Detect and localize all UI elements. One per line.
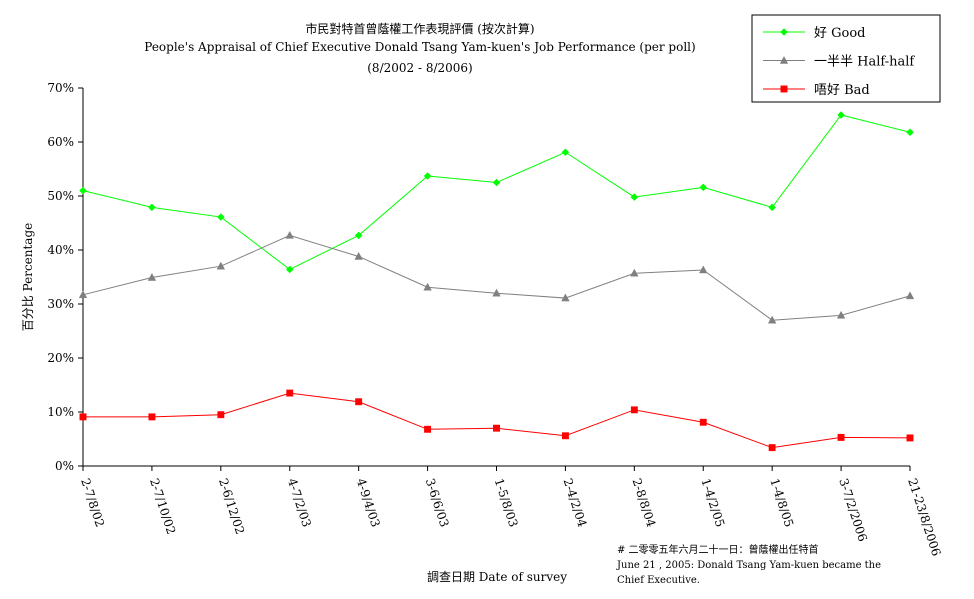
y-axis-label: 百分比 Percentage (21, 223, 35, 332)
data-point-series-2 (837, 433, 845, 441)
legend-swatch-marker (780, 28, 788, 36)
data-point-series-2 (217, 411, 225, 419)
x-tick-label: 1-5/8/03 (492, 477, 521, 529)
x-tick-label: 3-7/2/2006 (836, 477, 870, 544)
footnote-line-3: Chief Executive. (617, 575, 700, 586)
chart-title-line-2: People's Appraisal of Chief Executive Do… (144, 40, 695, 54)
data-point-series-0 (148, 203, 156, 212)
y-tick-label: 20% (47, 351, 74, 365)
chart-title: 市民對特首曾蔭權工作表現評價 (按次計算) People's Appraisal… (144, 21, 695, 75)
data-point-series-0 (906, 128, 914, 137)
data-point-series-0 (492, 178, 501, 187)
data-point-series-2 (561, 432, 569, 440)
data-point-series-2 (630, 406, 638, 414)
data-point-series-0 (768, 203, 777, 212)
data-point-series-2 (148, 413, 156, 421)
data-point-series-1 (423, 282, 432, 291)
chart-title-line-1: 市民對特首曾蔭權工作表現評價 (按次計算) (305, 21, 534, 36)
data-point-series-0 (630, 193, 639, 201)
x-tick-label: 2-4/2/04 (561, 477, 590, 530)
x-tick-label: 2-6/12/02 (216, 477, 247, 536)
series-line-2 (83, 392, 911, 449)
legend-label: 一半半 Half-half (814, 55, 915, 70)
y-tick-label: 40% (47, 243, 74, 257)
x-tick-label: 1-4/2/05 (698, 477, 727, 529)
legend: 好 Good 一半半 Half-half 唔好 Bad (751, 14, 941, 103)
data-point-series-2 (286, 389, 294, 397)
chart-title-line-3: (8/2002 - 8/2006) (367, 61, 472, 75)
x-tick-label: 3-6/6/03 (423, 477, 452, 529)
plot-area: 0% 10% 20% 30% 40% 50% 60% 70% 2-7/8/02 2-7/10/02… (47, 81, 943, 558)
data-point-series-0 (216, 213, 225, 221)
data-point-series-2 (493, 424, 500, 432)
y-tick-label: 60% (47, 135, 74, 149)
x-tick-label: 1-4/8/05 (767, 477, 796, 529)
series-line-0 (82, 114, 911, 271)
data-point-series-2 (79, 413, 87, 421)
legend-label: 唔好 Bad (814, 83, 870, 98)
data-point-series-1 (285, 230, 294, 239)
legend-swatch-marker (780, 85, 788, 93)
data-point-series-0 (285, 265, 294, 274)
data-point-series-1 (630, 268, 639, 277)
data-point-series-2 (699, 418, 707, 426)
data-point-series-0 (699, 183, 708, 192)
y-tick-label: 70% (47, 81, 74, 95)
y-tick-label: 10% (47, 405, 74, 419)
x-tick-label: 4-7/2/03 (285, 477, 314, 529)
footnote-line-2: June 21 , 2005: Donald Tsang Yam-kuen be… (616, 560, 881, 571)
x-axis-label: 調查日期 Date of survey (427, 570, 567, 584)
data-point-series-2 (768, 444, 776, 452)
y-tick-label: 30% (47, 297, 74, 311)
data-point-series-0 (561, 148, 570, 157)
data-point-series-1 (767, 315, 777, 324)
footnote: # 二零零五年六月二十一日：曾蔭權出任特首 June 21 , 2005: Do… (616, 543, 881, 586)
x-tick-label: 4-9/4/03 (354, 477, 383, 529)
data-point-series-2 (906, 434, 914, 442)
data-point-series-1 (492, 288, 501, 297)
x-tick-label: 2-7/8/02 (78, 477, 107, 529)
data-point-series-1 (216, 261, 226, 270)
legend-label: 好 Good (814, 26, 866, 41)
y-tick-label: 0% (55, 459, 74, 473)
data-point-series-1 (78, 290, 88, 299)
x-tick-label: 2-8/8/04 (629, 477, 658, 530)
data-point-series-1 (561, 293, 570, 302)
data-point-series-2 (355, 398, 363, 406)
footnote-line-1: # 二零零五年六月二十一日：曾蔭權出任特首 (617, 543, 819, 556)
x-tick-label: 21-23/8/2006 (905, 477, 943, 558)
y-tick-label: 50% (47, 189, 74, 203)
data-point-series-1 (699, 265, 708, 274)
series-line-1 (82, 234, 911, 321)
data-point-series-0 (79, 186, 87, 195)
data-point-series-1 (147, 273, 157, 281)
data-point-series-1 (354, 251, 363, 260)
data-point-series-0 (423, 172, 432, 180)
data-point-series-2 (424, 425, 432, 433)
data-point-series-0 (354, 231, 363, 240)
data-point-series-1 (905, 291, 915, 300)
data-point-series-0 (837, 111, 845, 119)
x-tick-label: 2-7/10/02 (147, 477, 178, 536)
legend-swatch-marker (779, 55, 789, 64)
data-point-series-1 (836, 310, 846, 319)
